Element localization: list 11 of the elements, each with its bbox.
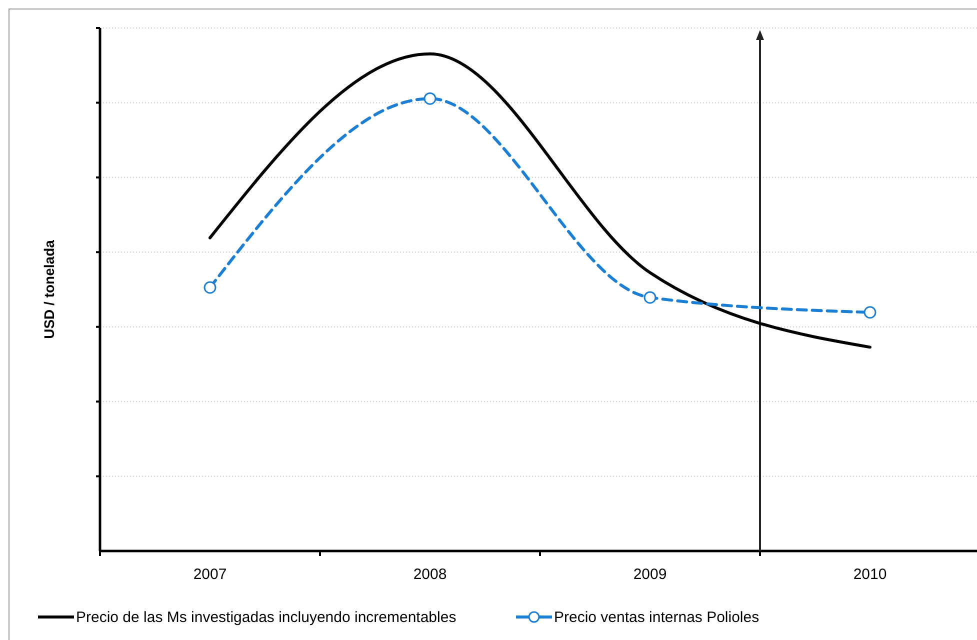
point [204, 281, 216, 294]
x-tick-label: 2009 [633, 566, 667, 583]
legend-label: Precio de las Ms investigadas incluyendo incrementables [76, 609, 456, 626]
y-axis-title: USD / tonelada [41, 240, 57, 339]
x-tick-label: 2008 [413, 566, 447, 583]
point [864, 306, 876, 319]
point [424, 92, 436, 105]
legend-label: Precio ventas internas Polioles [554, 609, 760, 626]
x-tick-label: 2010 [853, 566, 887, 583]
point [644, 291, 656, 304]
x-tick-label: 2007 [193, 566, 227, 583]
